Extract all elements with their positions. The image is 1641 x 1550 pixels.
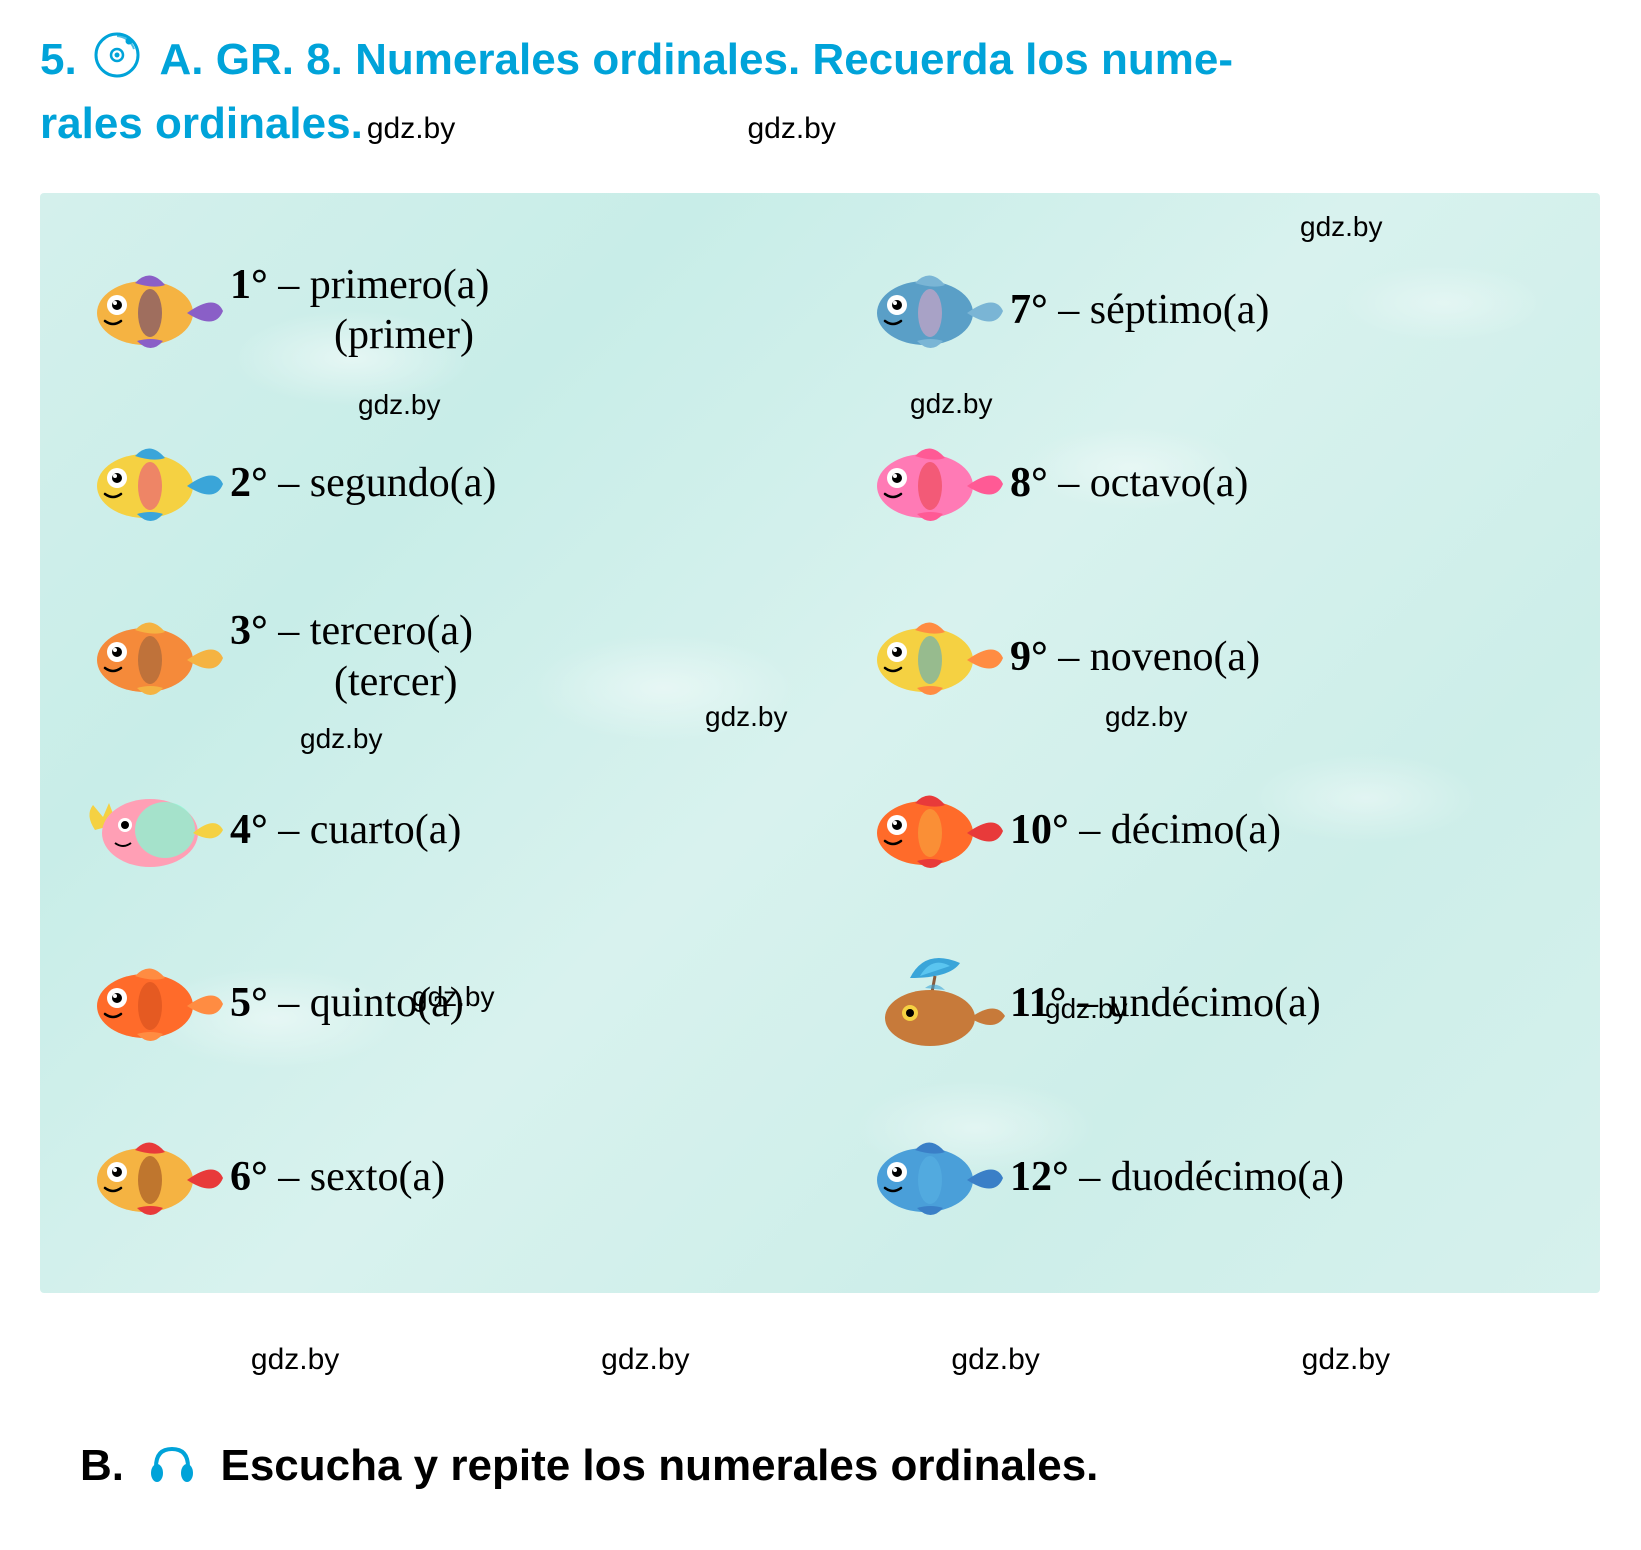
left-column: 1° – primero(a)(primer) 2° – segundo(a) … [40, 193, 820, 1293]
ordinal-main-left-0: 1° – primero(a) [230, 262, 489, 308]
ordinal-row-right-3: 10° – décimo(a) [850, 755, 1580, 905]
fish-icon-right-3 [850, 770, 1010, 890]
header-line-1: 5. A. GR. 8. Numerales ordinales. Recuer… [40, 30, 1601, 94]
fish-icon-right-0 [850, 250, 1010, 370]
fish-icon-left-3 [70, 770, 230, 890]
panel-watermark-5: gdz.by [1105, 701, 1188, 733]
ordinal-row-left-0: 1° – primero(a)(primer) [70, 235, 800, 385]
exercise-header: 5. A. GR. 8. Numerales ordinales. Recuer… [40, 30, 1601, 153]
footer-wm-3: gdz.by [951, 1343, 1039, 1377]
ordinal-row-left-2: 3° – tercero(a)(tercer) [70, 582, 800, 732]
ordinal-row-right-2: 9° – noveno(a) [850, 582, 1580, 732]
fish-icon-left-2 [70, 597, 230, 717]
ordinal-main-right-5: 12° – duodécimo(a) [1010, 1154, 1344, 1200]
ordinal-main-left-1: 2° – segundo(a) [230, 460, 496, 506]
ordinal-row-left-1: 2° – segundo(a) [70, 408, 800, 558]
fish-icon-right-4 [850, 943, 1010, 1063]
ordinal-main-right-1: 8° – octavo(a) [1010, 460, 1248, 506]
right-column: 7° – séptimo(a) 8° – octavo(a) 9° – nove… [820, 193, 1600, 1293]
ordinal-main-right-0: 7° – séptimo(a) [1010, 287, 1269, 333]
ordinal-text-left-1: 2° – segundo(a) [230, 458, 496, 508]
ordinal-text-left-0: 1° – primero(a)(primer) [230, 260, 489, 361]
panel-watermark-6: gdz.by [412, 981, 495, 1013]
fish-icon-right-5 [850, 1117, 1010, 1237]
ordinal-row-right-0: 7° – séptimo(a) [850, 235, 1580, 385]
ordinal-row-right-5: 12° – duodécimo(a) [850, 1102, 1580, 1252]
ordinal-row-left-3: 4° – cuarto(a) [70, 755, 800, 905]
ordinal-text-left-2: 3° – tercero(a)(tercer) [230, 606, 473, 707]
ordinal-text-right-3: 10° – décimo(a) [1010, 805, 1281, 855]
section-b: B. Escucha y repite los numerales ordina… [40, 1417, 1601, 1520]
ordinal-row-right-4: 11° – undécimo(a) [850, 928, 1580, 1078]
cd-icon [93, 31, 141, 94]
ordinal-row-left-5: 6° – sexto(a) [70, 1102, 800, 1252]
ordinal-text-left-5: 6° – sexto(a) [230, 1152, 445, 1202]
ordinal-text-right-0: 7° – séptimo(a) [1010, 285, 1269, 335]
fish-icon-right-1 [850, 423, 1010, 543]
panel-watermark-0: gdz.by [1300, 211, 1383, 243]
footer-wm-2: gdz.by [601, 1343, 689, 1377]
ordinal-main-left-2: 3° – tercero(a) [230, 608, 473, 654]
exercise-number: 5. [40, 35, 77, 84]
fish-icon-left-4 [70, 943, 230, 1063]
footer-wm-1: gdz.by [251, 1343, 339, 1377]
fish-icon-right-2 [850, 597, 1010, 717]
ordinal-row-right-1: 8° – octavo(a) [850, 408, 1580, 558]
panel-watermark-2: gdz.by [910, 388, 993, 420]
watermark-inline-2: gdz.by [747, 109, 835, 150]
section-b-text: Escucha y repite los numerales ordinales… [220, 1442, 1098, 1491]
ordinal-text-right-1: 8° – octavo(a) [1010, 458, 1248, 508]
ordinal-text-right-2: 9° – noveno(a) [1010, 632, 1260, 682]
ordinal-text-left-3: 4° – cuarto(a) [230, 805, 461, 855]
panel-watermark-3: gdz.by [705, 701, 788, 733]
section-b-label: B. [80, 1442, 124, 1491]
fish-icon-left-5 [70, 1117, 230, 1237]
ordinal-main-right-2: 9° – noveno(a) [1010, 634, 1260, 680]
fish-icon-left-1 [70, 423, 230, 543]
header-title-part2: rales ordinales. [40, 99, 363, 148]
header-line-2: rales ordinales.gdz.by gdz.by [40, 94, 1601, 153]
ordinal-alt-left-2: (tercer) [334, 657, 473, 707]
watermark-inline-1: gdz.by [367, 112, 455, 145]
footer-watermarks: gdz.by gdz.by gdz.by gdz.by [40, 1293, 1601, 1417]
ordinal-main-left-3: 4° – cuarto(a) [230, 807, 461, 853]
ordinals-panel: gdz.by gdz.by gdz.by gdz.by gdz.by gdz.by gdz.… [40, 193, 1600, 1293]
ordinal-text-right-5: 12° – duodécimo(a) [1010, 1152, 1344, 1202]
headphones-icon [146, 1437, 198, 1500]
ordinal-main-right-3: 10° – décimo(a) [1010, 807, 1281, 853]
panel-watermark-1: gdz.by [358, 389, 441, 421]
footer-wm-4: gdz.by [1302, 1343, 1390, 1377]
ordinal-alt-left-0: (primer) [334, 310, 489, 360]
fish-icon-left-0 [70, 250, 230, 370]
ordinal-main-left-5: 6° – sexto(a) [230, 1154, 445, 1200]
panel-watermark-7: gdz.by [1045, 993, 1128, 1025]
header-title-part1: A. GR. 8. Numerales ordinales. Recuerda … [160, 35, 1233, 84]
panel-watermark-4: gdz.by [300, 723, 383, 755]
columns-container: 1° – primero(a)(primer) 2° – segundo(a) … [40, 193, 1600, 1293]
